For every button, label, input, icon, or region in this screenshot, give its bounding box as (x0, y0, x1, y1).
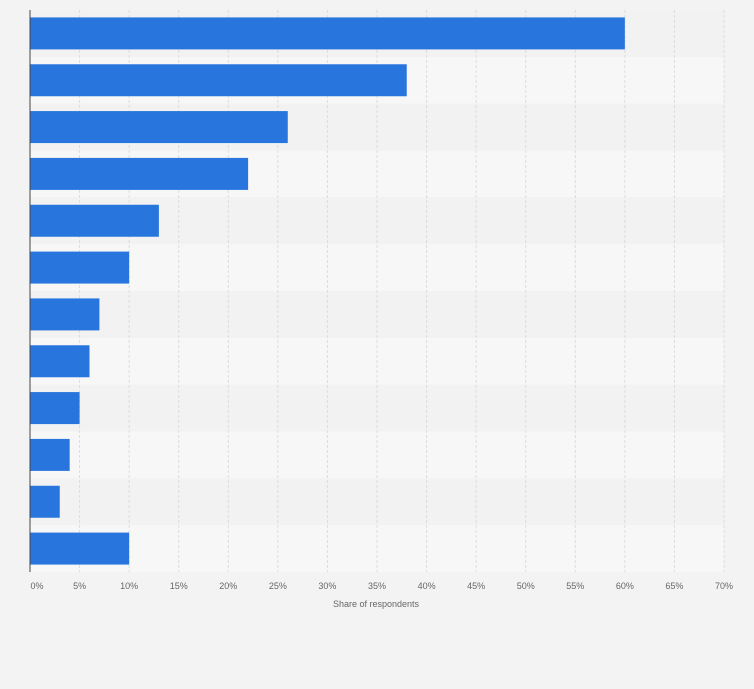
x-tick-label: 55% (566, 581, 584, 591)
x-tick-label: 35% (368, 581, 386, 591)
bar[interactable] (30, 298, 100, 331)
x-tick-label: 45% (467, 581, 485, 591)
x-axis-title: Share of respondents (333, 599, 420, 609)
x-tick-label: 5% (73, 581, 86, 591)
x-tick-label: 15% (170, 581, 188, 591)
bar[interactable] (30, 345, 90, 378)
x-tick-label: 60% (616, 581, 634, 591)
x-tick-label: 20% (219, 581, 237, 591)
bar[interactable] (30, 17, 625, 50)
bar[interactable] (30, 64, 407, 97)
x-tick-label: 70% (715, 581, 733, 591)
x-tick-labels: 0% 5% 10% 15% 20% 25% 30% 35% 40% 45% 50% 55% 60% 65%… (30, 581, 733, 591)
bars (30, 17, 625, 565)
bar[interactable] (30, 532, 130, 565)
x-tick-label: 10% (120, 581, 138, 591)
bar[interactable] (30, 251, 130, 284)
x-tick-label: 30% (318, 581, 336, 591)
bar[interactable] (30, 485, 60, 518)
gridlines (79, 10, 725, 572)
x-tick-label: 65% (665, 581, 683, 591)
bar[interactable] (30, 204, 159, 237)
bar[interactable] (30, 157, 249, 190)
x-tick-label: 40% (418, 581, 436, 591)
bar[interactable] (30, 392, 80, 425)
bar[interactable] (30, 111, 288, 144)
x-tick-label: 25% (269, 581, 287, 591)
bar[interactable] (30, 438, 70, 471)
x-tick-label: 0% (30, 581, 43, 591)
x-tick-label: 50% (517, 581, 535, 591)
